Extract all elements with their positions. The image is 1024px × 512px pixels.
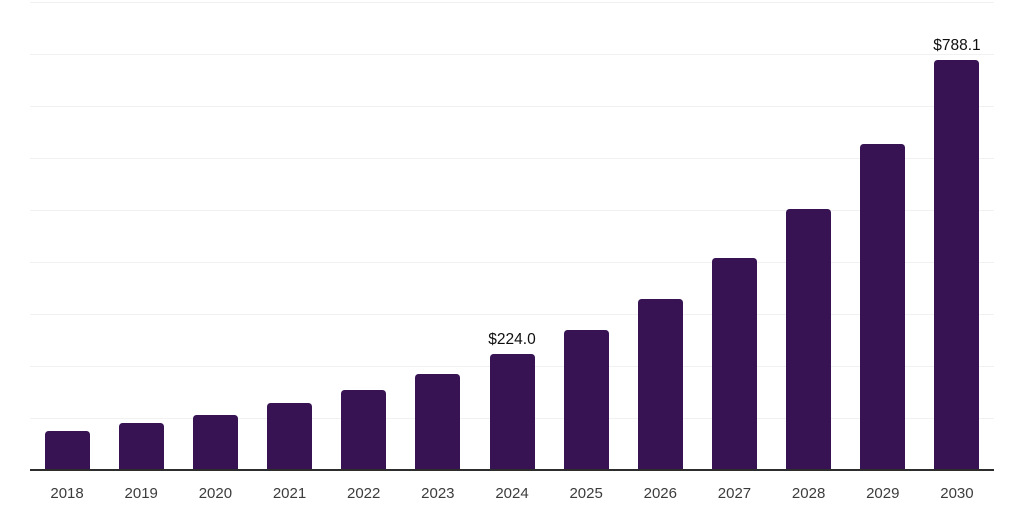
x-axis-tick-label-2027: 2027 xyxy=(717,485,752,502)
grid-line xyxy=(30,54,994,55)
x-axis-tick-label-2030: 2030 xyxy=(940,485,974,502)
bar-2020 xyxy=(192,415,238,470)
x-axis-line xyxy=(30,469,994,471)
grid-line xyxy=(30,158,994,159)
bar-2026 xyxy=(637,298,683,470)
bar-2024 xyxy=(489,353,535,470)
bar-2018 xyxy=(44,431,90,470)
grid-line xyxy=(30,314,994,315)
x-axis-tick-label-2022: 2022 xyxy=(347,485,381,502)
bar-value-label-2030: $788.1 xyxy=(933,37,981,55)
bar-2028 xyxy=(786,208,832,470)
bar-2030 xyxy=(934,60,980,470)
bar-2021 xyxy=(267,403,313,470)
x-axis-tick-label-2023: 2023 xyxy=(421,485,455,502)
bar-2022 xyxy=(341,390,387,470)
bar-value-label-2024: $224.0 xyxy=(488,330,536,348)
grid-line xyxy=(30,210,994,211)
x-axis-tick-label-2020: 2020 xyxy=(198,485,233,502)
x-axis-tick-label-2024: 2024 xyxy=(495,485,529,502)
bar-2019 xyxy=(118,423,164,470)
bar-2029 xyxy=(860,144,906,470)
bar-2027 xyxy=(711,257,757,470)
x-axis-tick-label-2025: 2025 xyxy=(569,485,603,502)
x-axis-tick-label-2018: 2018 xyxy=(50,485,84,502)
x-axis-tick-label-2026: 2026 xyxy=(643,485,677,502)
grid-line xyxy=(30,106,994,107)
x-axis-tick-label-2019: 2019 xyxy=(124,485,158,502)
grid-line xyxy=(30,262,994,263)
bar-2023 xyxy=(415,374,461,470)
grid-line xyxy=(30,2,994,3)
x-axis-tick-label-2029: 2029 xyxy=(866,485,900,502)
x-axis-tick-label-2028: 2028 xyxy=(791,485,826,502)
x-axis-tick-label-2021: 2021 xyxy=(272,485,307,502)
bar-2025 xyxy=(563,329,609,470)
